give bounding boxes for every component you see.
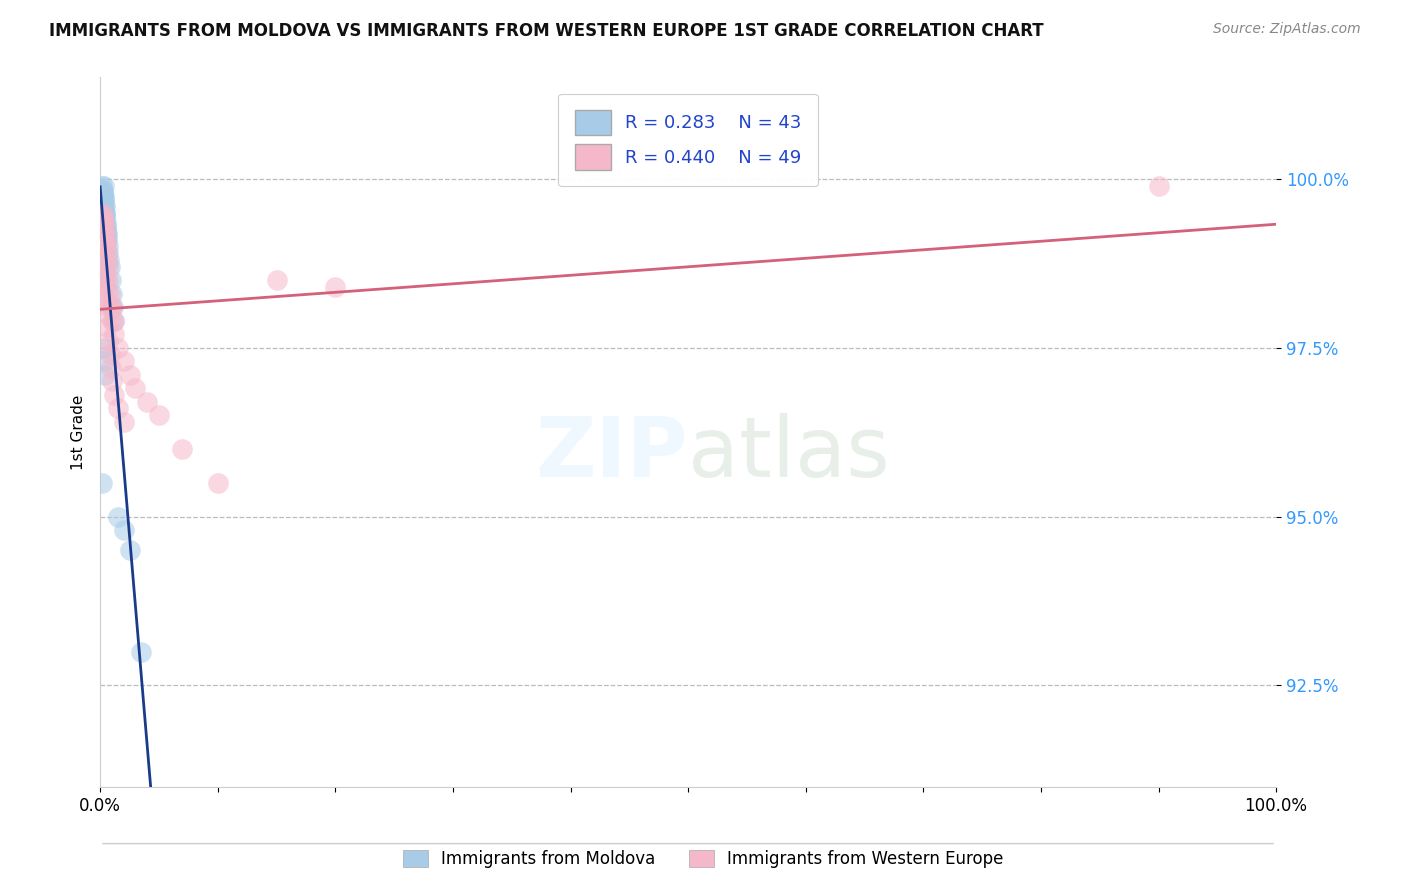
Point xyxy=(94,260,117,274)
Point xyxy=(91,205,114,219)
Point xyxy=(93,188,115,202)
Point xyxy=(97,300,120,314)
Point xyxy=(93,216,115,230)
Point xyxy=(93,341,115,355)
Point xyxy=(91,182,114,196)
Legend: R = 0.283    N = 43, R = 0.440    N = 49: R = 0.283 N = 43, R = 0.440 N = 49 xyxy=(558,94,818,186)
Point xyxy=(93,222,115,236)
Point xyxy=(94,266,117,280)
Point xyxy=(97,252,120,267)
Point xyxy=(93,252,115,267)
Point xyxy=(91,475,114,490)
Point xyxy=(93,205,115,219)
Point xyxy=(94,209,117,223)
Point xyxy=(91,186,114,200)
Point xyxy=(118,368,141,382)
Point xyxy=(129,645,152,659)
Point xyxy=(96,246,118,260)
Point xyxy=(93,354,115,368)
Point xyxy=(266,273,288,287)
Point xyxy=(96,229,118,244)
Point xyxy=(93,239,115,253)
Point xyxy=(96,320,118,334)
Point xyxy=(93,192,115,206)
Point xyxy=(94,199,117,213)
Point xyxy=(172,442,194,456)
Point xyxy=(100,361,122,376)
Point xyxy=(107,401,129,416)
Point xyxy=(101,313,124,327)
Point xyxy=(118,543,141,558)
Text: ZIP: ZIP xyxy=(536,413,688,494)
Point xyxy=(93,233,115,247)
Point xyxy=(97,239,120,253)
Point xyxy=(100,300,122,314)
Point xyxy=(98,260,121,274)
Point xyxy=(1147,178,1170,193)
Point xyxy=(97,260,120,274)
Point xyxy=(94,273,117,287)
Point xyxy=(98,347,121,361)
Point xyxy=(94,239,117,253)
Point xyxy=(94,205,117,219)
Point xyxy=(93,195,115,210)
Point xyxy=(107,341,129,355)
Point xyxy=(101,300,124,314)
Point xyxy=(103,327,125,342)
Point xyxy=(93,188,115,202)
Point xyxy=(103,313,125,327)
Point xyxy=(94,216,117,230)
Point xyxy=(101,300,124,314)
Point xyxy=(112,354,135,368)
Point xyxy=(94,293,117,308)
Point xyxy=(93,178,115,193)
Point xyxy=(96,307,118,321)
Point xyxy=(91,209,114,223)
Point xyxy=(96,222,118,236)
Point xyxy=(94,219,117,233)
Point xyxy=(94,280,117,294)
Point xyxy=(94,235,117,250)
Point xyxy=(124,381,146,395)
Point xyxy=(323,280,346,294)
Point xyxy=(93,229,115,244)
Point xyxy=(101,286,124,301)
Point xyxy=(98,286,121,301)
Point xyxy=(96,233,118,247)
Point xyxy=(94,273,117,287)
Point xyxy=(91,219,114,233)
Point xyxy=(94,368,117,382)
Point xyxy=(112,523,135,537)
Point xyxy=(103,313,125,327)
Point xyxy=(107,509,129,524)
Point xyxy=(97,246,120,260)
Text: atlas: atlas xyxy=(688,413,890,494)
Point xyxy=(96,252,118,267)
Point xyxy=(94,212,117,227)
Point xyxy=(136,394,159,409)
Point xyxy=(148,409,170,423)
Text: IMMIGRANTS FROM MOLDOVA VS IMMIGRANTS FROM WESTERN EUROPE 1ST GRADE CORRELATION : IMMIGRANTS FROM MOLDOVA VS IMMIGRANTS FR… xyxy=(49,22,1043,40)
Point xyxy=(103,388,125,402)
Point xyxy=(207,475,229,490)
Point xyxy=(94,233,117,247)
Point xyxy=(100,273,122,287)
Point xyxy=(96,226,118,240)
Point xyxy=(93,246,115,260)
Point xyxy=(97,273,120,287)
Point xyxy=(91,186,114,200)
Point xyxy=(112,415,135,429)
Point xyxy=(91,212,114,227)
Point xyxy=(101,375,124,389)
Point xyxy=(96,286,118,301)
Text: Source: ZipAtlas.com: Source: ZipAtlas.com xyxy=(1213,22,1361,37)
Point xyxy=(97,334,120,348)
Point xyxy=(93,226,115,240)
Point xyxy=(93,219,115,233)
Point xyxy=(91,205,114,219)
Point xyxy=(90,178,112,193)
Legend: Immigrants from Moldova, Immigrants from Western Europe: Immigrants from Moldova, Immigrants from… xyxy=(396,843,1010,875)
Point xyxy=(93,199,115,213)
Y-axis label: 1st Grade: 1st Grade xyxy=(72,394,86,470)
